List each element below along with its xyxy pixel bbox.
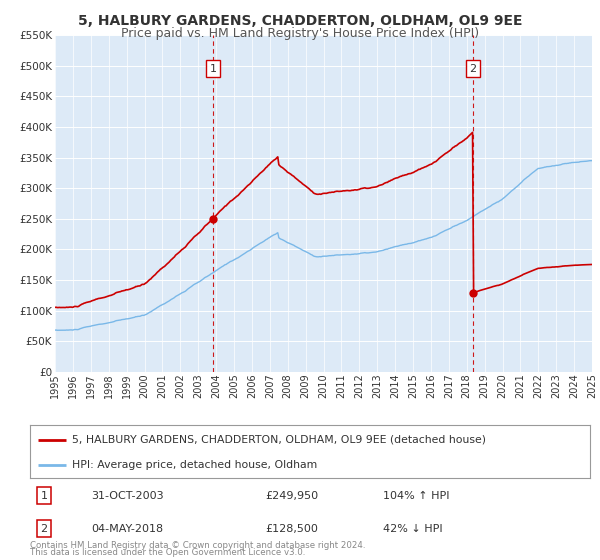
Text: £249,950: £249,950 xyxy=(265,491,319,501)
Text: 2: 2 xyxy=(40,524,47,534)
Text: £128,500: £128,500 xyxy=(265,524,318,534)
Text: 31-OCT-2003: 31-OCT-2003 xyxy=(92,491,164,501)
Text: 5, HALBURY GARDENS, CHADDERTON, OLDHAM, OL9 9EE (detached house): 5, HALBURY GARDENS, CHADDERTON, OLDHAM, … xyxy=(72,435,486,445)
Text: 1: 1 xyxy=(209,64,217,74)
Text: HPI: Average price, detached house, Oldham: HPI: Average price, detached house, Oldh… xyxy=(72,460,317,470)
Text: 2: 2 xyxy=(469,64,476,74)
Text: 04-MAY-2018: 04-MAY-2018 xyxy=(92,524,164,534)
Text: Price paid vs. HM Land Registry's House Price Index (HPI): Price paid vs. HM Land Registry's House … xyxy=(121,27,479,40)
Text: 104% ↑ HPI: 104% ↑ HPI xyxy=(383,491,449,501)
Text: 42% ↓ HPI: 42% ↓ HPI xyxy=(383,524,442,534)
Text: This data is licensed under the Open Government Licence v3.0.: This data is licensed under the Open Gov… xyxy=(30,548,305,557)
Text: 5, HALBURY GARDENS, CHADDERTON, OLDHAM, OL9 9EE: 5, HALBURY GARDENS, CHADDERTON, OLDHAM, … xyxy=(78,14,522,28)
Text: Contains HM Land Registry data © Crown copyright and database right 2024.: Contains HM Land Registry data © Crown c… xyxy=(30,541,365,550)
Text: 1: 1 xyxy=(41,491,47,501)
